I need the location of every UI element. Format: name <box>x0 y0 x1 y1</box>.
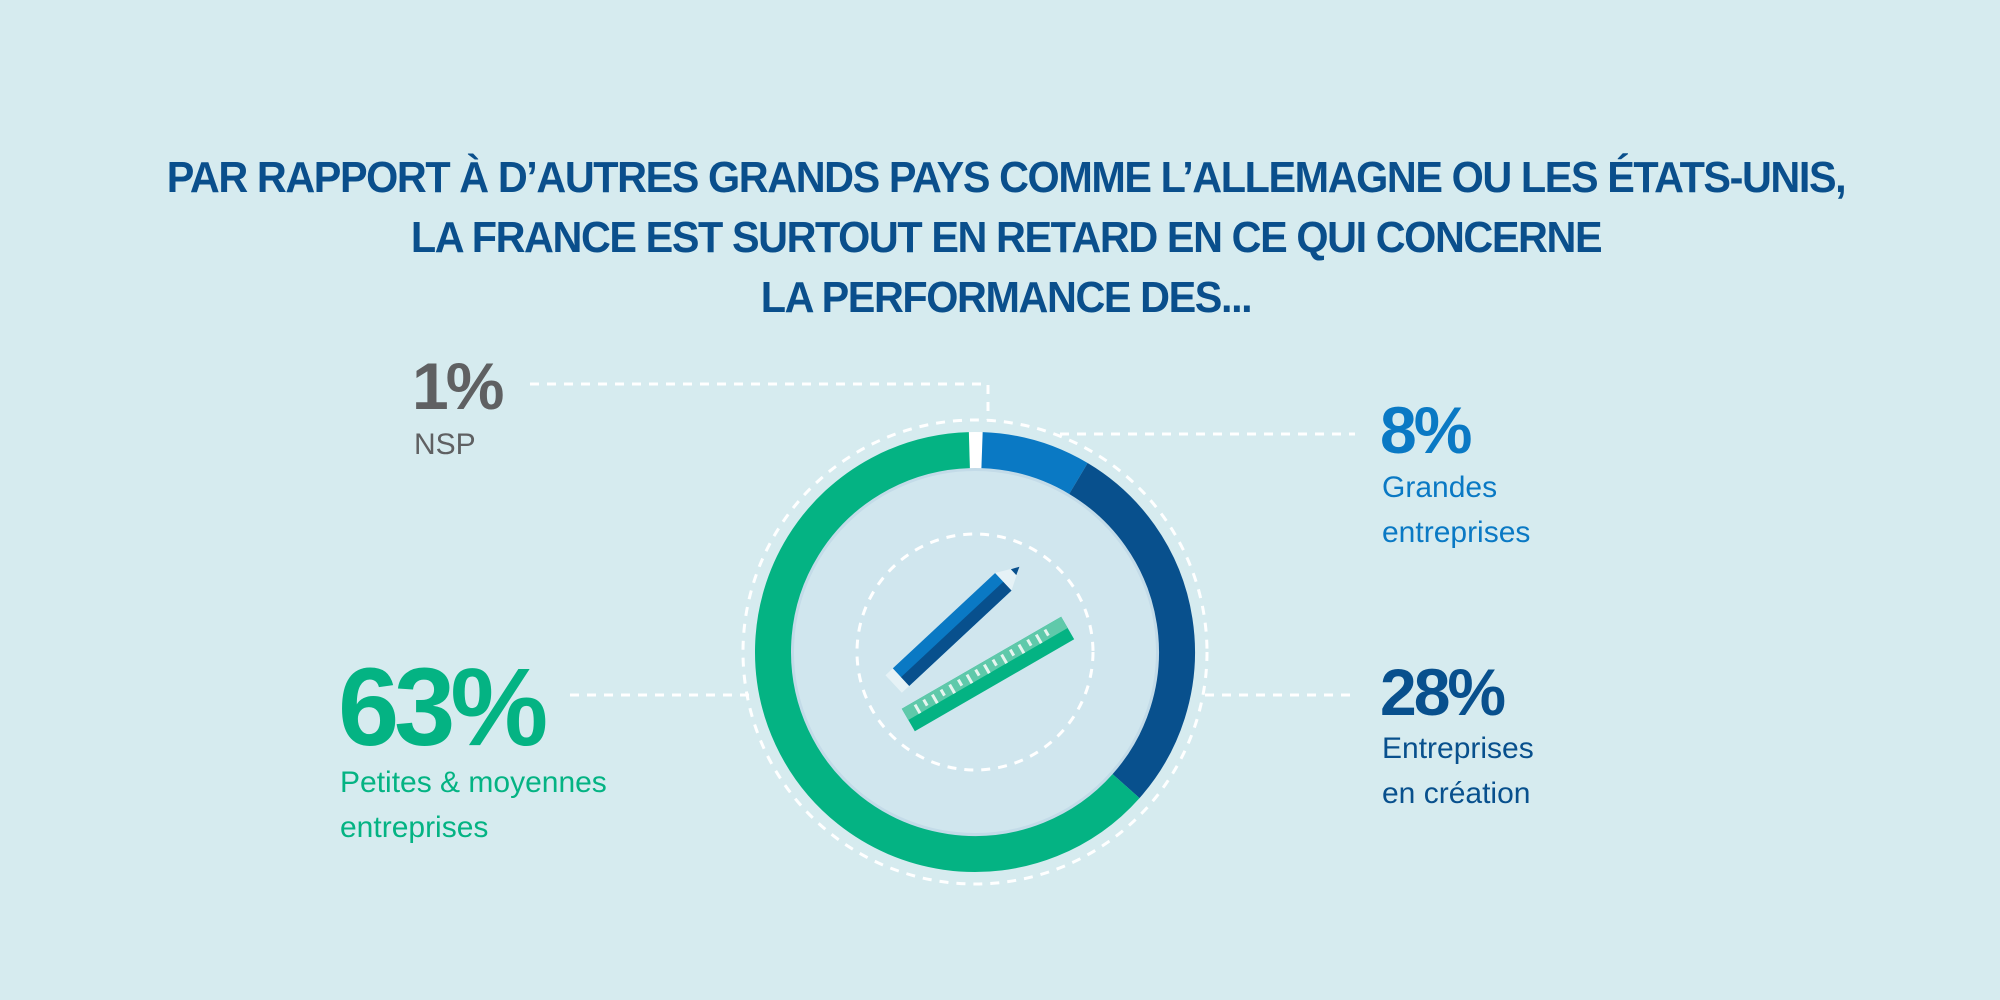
ruler-tick <box>1043 628 1050 637</box>
label-creation-2: en création <box>1382 777 1531 810</box>
ruler-tick <box>922 698 929 707</box>
ruler-tick <box>1008 648 1016 657</box>
ruler-tick <box>974 668 981 677</box>
ruler-tick <box>957 678 964 687</box>
slice-creation <box>1069 463 1195 799</box>
label-pme-2: entreprises <box>340 811 489 844</box>
ruler-tick <box>931 693 939 704</box>
pencil-and-ruler-icon <box>885 566 1075 732</box>
ruler-tick <box>1034 633 1043 644</box>
title-line-1: PAR RAPPORT À D’AUTRES GRANDS PAYS COMME… <box>166 153 1847 202</box>
ruler-tick <box>965 673 974 684</box>
slice-pme <box>755 432 1140 872</box>
ruler-tick <box>913 703 922 714</box>
label-pme-1: Petites & moyennes <box>340 766 607 799</box>
inner-dashed-circle <box>855 532 1095 772</box>
label-creation-1: Entreprises <box>1382 732 1534 765</box>
ruler-tick <box>1026 638 1033 647</box>
title-line-2: LA FRANCE EST SURTOUT EN RETARD EN CE QU… <box>410 213 1603 262</box>
ruler-tick <box>983 663 991 674</box>
leader-line-nsp <box>530 382 990 420</box>
ruler-tick <box>1017 643 1026 654</box>
ruler-tick <box>939 688 946 697</box>
chart-title: PAR RAPPORT À D’AUTRES GRANDS PAYS COMME… <box>60 148 1951 328</box>
label-nsp: NSP <box>414 428 476 461</box>
pct-nsp: 1% <box>412 349 504 423</box>
slice-grandes <box>981 432 1088 495</box>
outer-dashed-circle <box>741 418 1209 886</box>
pct-pme: 63% <box>338 646 548 769</box>
pct-creation: 28% <box>1380 655 1506 729</box>
ruler-tick <box>948 683 956 694</box>
label-grandes-2: entreprises <box>1382 516 1531 549</box>
label-grandes-1: Grandes <box>1382 471 1498 504</box>
donut-slices <box>755 432 1195 872</box>
pct-grandes: 8% <box>1380 393 1472 467</box>
title-line-3: LA PERFORMANCE DES... <box>760 273 1253 322</box>
ruler-tick <box>1000 653 1008 664</box>
ruler-tick <box>991 658 998 667</box>
